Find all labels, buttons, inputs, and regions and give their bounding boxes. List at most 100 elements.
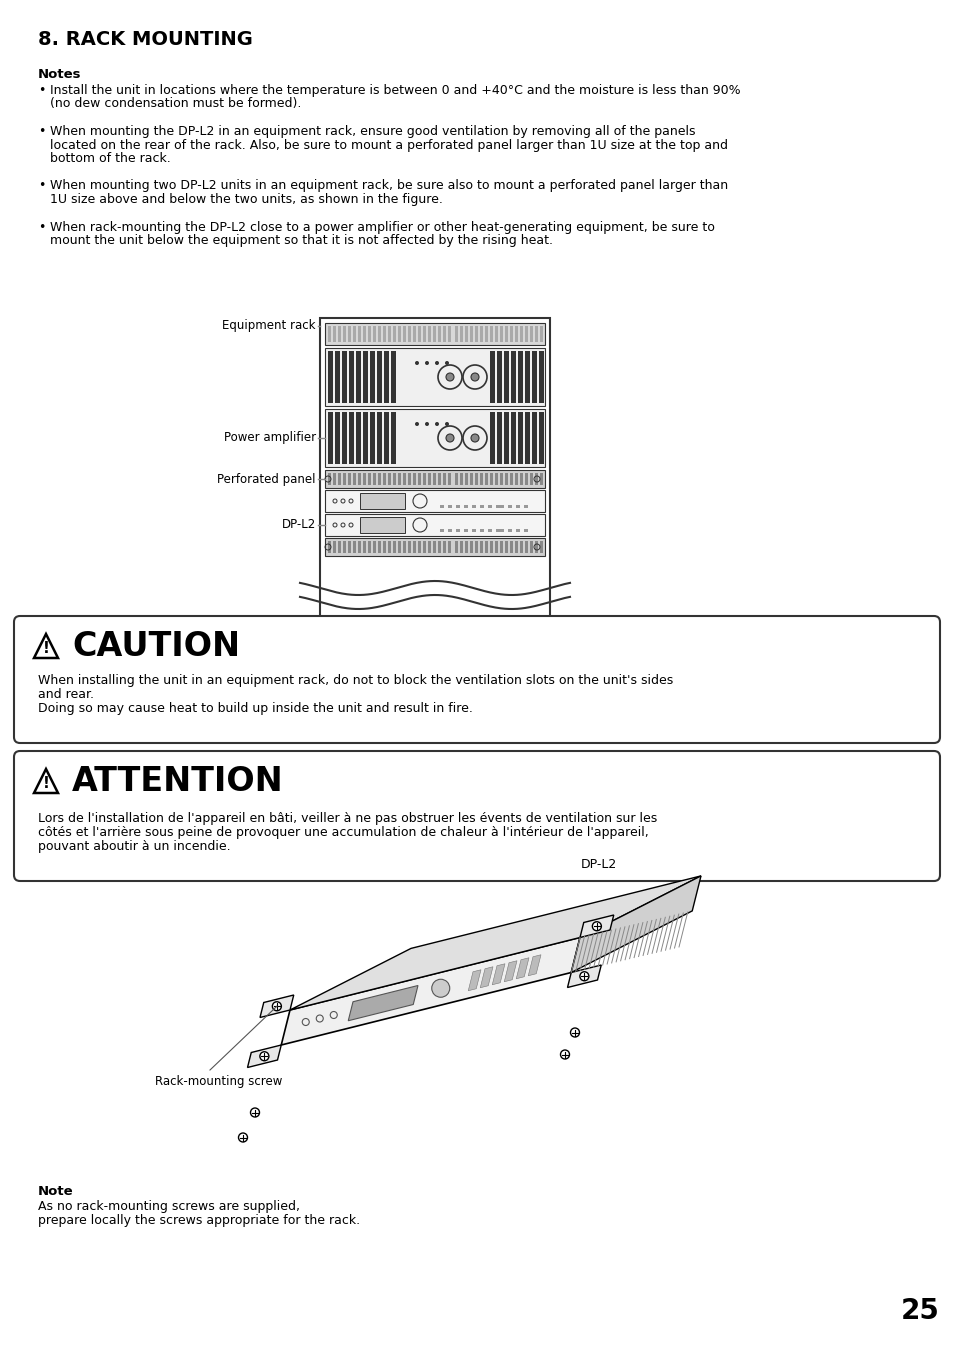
Bar xyxy=(490,631,493,643)
Text: 8. RACK MOUNTING: 8. RACK MOUNTING xyxy=(38,30,253,49)
Circle shape xyxy=(432,979,449,997)
Bar xyxy=(422,473,426,485)
Bar xyxy=(459,473,462,485)
Bar xyxy=(433,540,436,553)
Text: •: • xyxy=(38,220,46,234)
Bar xyxy=(499,326,502,342)
Bar xyxy=(368,631,371,643)
Circle shape xyxy=(273,1001,281,1011)
Circle shape xyxy=(251,1108,259,1117)
Bar xyxy=(523,530,527,532)
Circle shape xyxy=(471,373,478,381)
Text: DP-L2: DP-L2 xyxy=(281,519,315,531)
Bar xyxy=(337,326,340,342)
Bar xyxy=(359,517,405,534)
Bar xyxy=(470,473,473,485)
Polygon shape xyxy=(567,965,600,988)
Bar xyxy=(408,631,411,643)
Bar xyxy=(510,326,513,342)
Bar xyxy=(349,412,354,463)
Bar xyxy=(353,631,355,643)
Bar xyxy=(417,631,420,643)
Bar xyxy=(464,540,468,553)
Bar xyxy=(448,505,452,508)
Bar xyxy=(408,326,411,342)
Bar xyxy=(475,473,477,485)
Bar xyxy=(363,473,366,485)
Bar xyxy=(499,473,502,485)
Bar xyxy=(456,505,459,508)
Bar xyxy=(504,473,507,485)
Bar xyxy=(357,473,360,485)
Bar xyxy=(348,540,351,553)
Bar xyxy=(384,412,389,463)
Bar xyxy=(343,540,346,553)
Text: (no dew condensation must be formed).: (no dew condensation must be formed). xyxy=(50,97,301,111)
Circle shape xyxy=(446,373,454,381)
Bar xyxy=(496,530,499,532)
Polygon shape xyxy=(247,1046,281,1067)
Bar xyxy=(503,351,509,403)
Bar xyxy=(408,473,411,485)
Bar xyxy=(413,473,416,485)
Bar xyxy=(463,505,468,508)
Bar xyxy=(343,631,346,643)
Bar xyxy=(524,540,527,553)
Text: Perforated panel: Perforated panel xyxy=(217,473,315,485)
Bar xyxy=(377,326,380,342)
Bar xyxy=(393,631,395,643)
Bar xyxy=(391,351,395,403)
Bar xyxy=(368,473,371,485)
Bar xyxy=(382,631,386,643)
Bar xyxy=(355,412,360,463)
Text: DP-L2: DP-L2 xyxy=(580,858,617,871)
Bar xyxy=(504,326,507,342)
Bar xyxy=(519,631,522,643)
Bar xyxy=(495,326,497,342)
Bar xyxy=(519,473,522,485)
Bar xyxy=(470,326,473,342)
Bar xyxy=(363,412,368,463)
Bar xyxy=(538,412,543,463)
Bar xyxy=(459,540,462,553)
Bar xyxy=(357,631,360,643)
Bar xyxy=(484,540,488,553)
Bar xyxy=(519,326,522,342)
Circle shape xyxy=(238,1133,247,1142)
Circle shape xyxy=(592,921,600,931)
Bar xyxy=(341,351,347,403)
Text: •: • xyxy=(38,84,46,97)
Bar xyxy=(442,540,446,553)
Bar xyxy=(382,540,386,553)
Bar xyxy=(328,540,331,553)
Bar xyxy=(479,631,482,643)
Bar xyxy=(393,473,395,485)
Text: bottom of the rack.: bottom of the rack. xyxy=(50,153,171,165)
Bar xyxy=(428,473,431,485)
Bar xyxy=(428,631,431,643)
Bar xyxy=(377,540,380,553)
Bar xyxy=(475,326,477,342)
Polygon shape xyxy=(504,961,517,982)
Circle shape xyxy=(424,422,429,426)
Bar xyxy=(433,473,436,485)
Bar xyxy=(448,473,451,485)
Bar xyxy=(464,473,468,485)
Circle shape xyxy=(570,1028,578,1038)
Bar xyxy=(495,540,497,553)
Bar xyxy=(437,631,440,643)
Bar xyxy=(484,326,488,342)
Bar xyxy=(437,473,440,485)
Bar xyxy=(456,530,459,532)
Bar xyxy=(499,631,502,643)
Bar xyxy=(397,473,400,485)
Bar xyxy=(341,412,347,463)
Bar xyxy=(382,326,386,342)
Text: côtés et l'arrière sous peine de provoquer une accumulation de chaleur à l'intér: côtés et l'arrière sous peine de provoqu… xyxy=(38,825,648,839)
Text: pouvant aboutir à un incendie.: pouvant aboutir à un incendie. xyxy=(38,840,231,852)
Bar xyxy=(524,351,530,403)
Polygon shape xyxy=(492,963,504,985)
Bar xyxy=(519,540,522,553)
Bar xyxy=(490,351,495,403)
Bar xyxy=(495,631,497,643)
